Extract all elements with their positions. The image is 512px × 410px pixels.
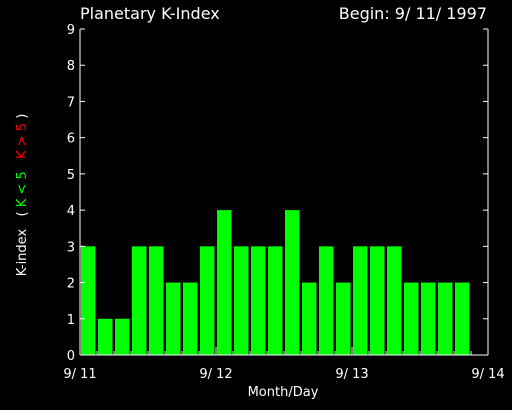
y-tick-label-0: 0 [67, 349, 75, 364]
y-axis-label-open: ( [15, 211, 30, 216]
y-axis-label: K-index ( K < 5 K > 5 ) [15, 114, 30, 277]
bar-10 [251, 246, 266, 355]
bar-13 [302, 282, 317, 355]
y-axis-label-close: ) [15, 114, 30, 119]
y-tick-label-7: 7 [67, 95, 75, 110]
bar-22 [455, 282, 470, 355]
bar-6 [183, 282, 198, 355]
bar-12 [285, 210, 300, 355]
y-tick-label-8: 8 [67, 59, 75, 74]
x-tick-label-0: 9/ 11 [63, 367, 96, 382]
bar-9 [234, 246, 249, 355]
y-tick-label-6: 6 [67, 132, 75, 147]
y-ticks: 0 1 2 3 4 5 6 7 8 9 [67, 23, 488, 364]
bar-19 [404, 282, 419, 355]
bar-5 [166, 282, 181, 355]
chart-subtitle: Begin: 9/ 11/ 1997 [339, 4, 487, 23]
y-tick-label-1: 1 [67, 313, 75, 328]
x-tick-label-3: 9/ 14 [471, 367, 504, 382]
y-tick-label-2: 2 [67, 277, 75, 292]
bar-1 [98, 318, 113, 355]
chart-title: Planetary K-Index [80, 4, 220, 23]
bar-15 [336, 282, 351, 355]
bar-17 [370, 246, 385, 355]
bar-16 [353, 246, 368, 355]
bar-8 [217, 210, 232, 355]
y-axis-label-prefix: K-index [15, 229, 30, 277]
bar-0 [81, 246, 96, 355]
y-tick-label-5: 5 [67, 168, 75, 183]
x-axis-label: Month/Day [248, 385, 319, 400]
bar-3 [132, 246, 147, 355]
bar-14 [319, 246, 334, 355]
bars [81, 210, 470, 355]
y-tick-label-4: 4 [67, 204, 75, 219]
bar-20 [421, 282, 436, 355]
y-tick-label-3: 3 [67, 240, 75, 255]
y-axis-label-green: K < 5 [15, 171, 30, 207]
bar-18 [387, 246, 402, 355]
bar-11 [268, 246, 283, 355]
x-ticks: 9/ 11 9/ 12 9/ 13 9/ 14 [63, 347, 505, 382]
bar-7 [200, 246, 215, 355]
y-tick-label-9: 9 [67, 23, 75, 38]
bar-2 [115, 318, 130, 355]
x-tick-label-1: 9/ 12 [199, 367, 232, 382]
x-tick-label-2: 9/ 13 [335, 367, 368, 382]
bar-21 [438, 282, 453, 355]
bar-4 [149, 246, 164, 355]
y-axis-label-red: K > 5 [15, 123, 30, 159]
